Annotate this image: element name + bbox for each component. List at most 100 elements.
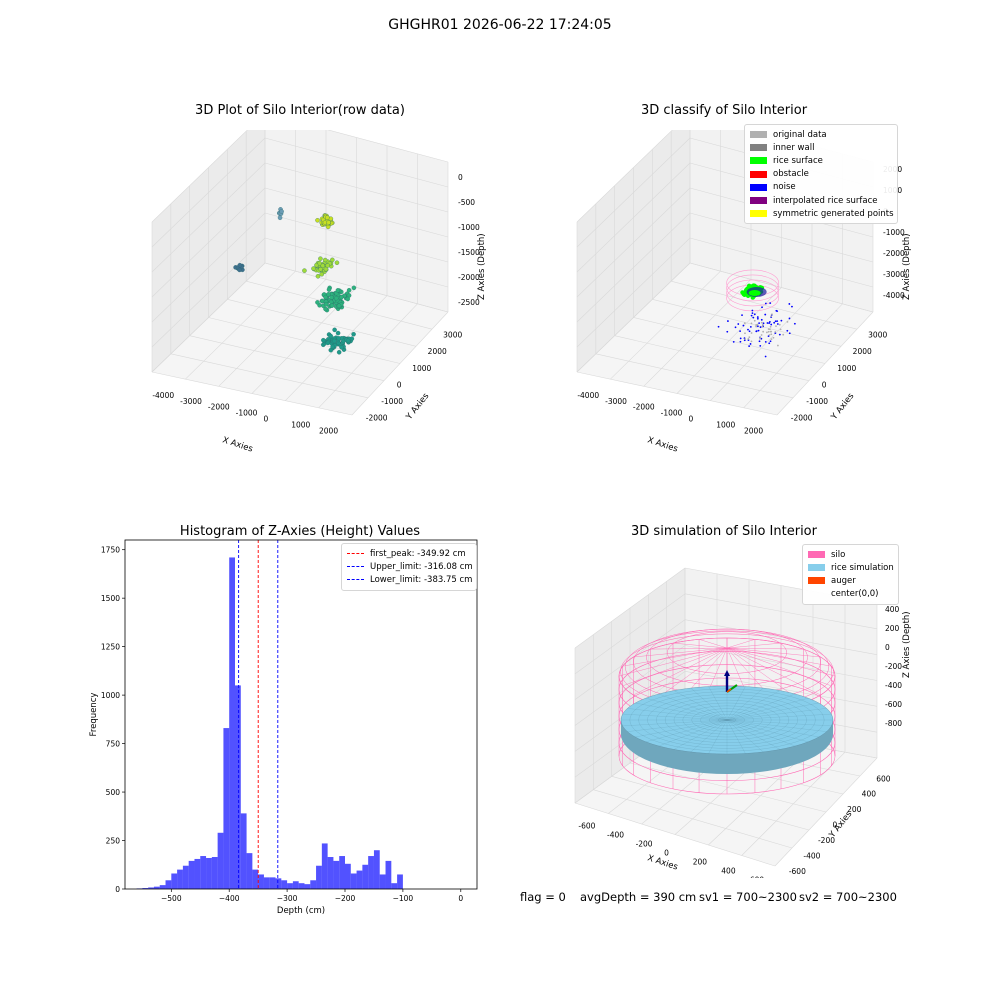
- y-tick-label: -400: [803, 851, 820, 860]
- x-tick-label: -2000: [208, 403, 230, 412]
- rice-mesh-spoke: [658, 719, 728, 747]
- data-point: [769, 302, 772, 305]
- data-point: [326, 220, 331, 225]
- y-tick-label: 0: [115, 885, 120, 894]
- x-tick-label: -4000: [577, 391, 599, 400]
- data-point: [737, 323, 740, 325]
- data-point: [750, 322, 753, 325]
- z-tick-label: -2000: [883, 249, 905, 258]
- silo-dome-rib: [650, 647, 728, 650]
- y-tick-label: 1000: [101, 691, 120, 700]
- data-point: [747, 328, 749, 331]
- data-point: [345, 296, 351, 302]
- data-point: [770, 338, 773, 341]
- data-point: [760, 318, 763, 321]
- legend-label: rice simulation: [831, 562, 894, 573]
- data-point: [769, 325, 772, 328]
- data-point: [279, 209, 284, 214]
- flag-text: flag = 0: [520, 890, 566, 904]
- data-point: [786, 320, 789, 323]
- histogram-bar: [339, 856, 345, 889]
- grid-line: [684, 593, 878, 630]
- y-tick-label: -1000: [381, 397, 403, 406]
- legend-label: symmetric generated points: [773, 208, 894, 219]
- histogram-bar: [362, 864, 369, 889]
- data-point: [758, 322, 761, 325]
- legend-label: first_peak: -349.92 cm: [370, 548, 466, 559]
- grid-line: [327, 130, 449, 163]
- histogram-bar: [298, 883, 305, 889]
- data-point: [326, 287, 332, 292]
- data-point: [315, 218, 320, 223]
- legend-swatch: [808, 577, 825, 585]
- data-point: [770, 330, 773, 333]
- data-point: [329, 303, 335, 308]
- x-tick-label: 0: [458, 894, 463, 903]
- z-tick-label: -2500: [458, 298, 480, 307]
- data-point: [768, 342, 771, 345]
- data-point: [759, 326, 762, 329]
- data-point: [330, 257, 335, 263]
- rice-mesh-spoke: [726, 719, 796, 747]
- legend-item: noise: [750, 181, 892, 194]
- x-axis-label: X Axies: [221, 435, 254, 454]
- histogram-bar: [246, 853, 253, 889]
- silo-dome-rib: [726, 647, 804, 650]
- y-tick-label: 3000: [443, 331, 462, 340]
- y-tick-label: 0: [822, 380, 827, 389]
- sv1-text: sv1 = 700~2300: [699, 890, 797, 904]
- x-tick-label: -4000: [152, 391, 174, 400]
- z-axis-label: Z Axies (Depth): [902, 233, 912, 300]
- data-point: [764, 313, 767, 316]
- silo-dome-rib: [726, 647, 821, 658]
- grid-line: [351, 311, 449, 416]
- data-point: [764, 355, 767, 358]
- data-point: [732, 340, 735, 343]
- data-point: [317, 261, 322, 266]
- rice-mesh-spoke: [726, 690, 781, 721]
- legend-line-swatch: [347, 579, 364, 581]
- legend-label: obstacle: [773, 169, 809, 180]
- grid-line: [671, 280, 858, 330]
- histogram-bar: [229, 557, 235, 889]
- legend-label: Upper_limit: -316.08 cm: [370, 561, 473, 572]
- data-point: [323, 306, 328, 312]
- histogram-bar: [159, 885, 166, 889]
- histogram-bar: [269, 877, 276, 889]
- data-point: [311, 266, 316, 271]
- y-axis-label: Y Axies: [827, 809, 855, 841]
- rice-mesh-spoke: [690, 719, 728, 753]
- data-point: [741, 314, 743, 317]
- data-point: [717, 325, 720, 328]
- panel1-title: 3D Plot of Silo Interior(row data): [195, 103, 405, 118]
- x-tick-label: −200: [335, 894, 356, 903]
- histogram-bar: [345, 863, 351, 889]
- data-point: [793, 322, 796, 325]
- data-point: [742, 324, 745, 327]
- data-point: [318, 256, 323, 261]
- inner-wall-ring: [726, 279, 779, 307]
- grid-line: [151, 130, 248, 223]
- histogram-bar: [385, 860, 392, 889]
- data-point: [766, 331, 768, 334]
- histogram-bar: [217, 832, 224, 889]
- data-point: [329, 295, 334, 300]
- data-point: [758, 340, 761, 343]
- data-point: [753, 319, 756, 322]
- histogram-bar: [182, 865, 189, 889]
- x-tick-label: 600: [750, 876, 765, 878]
- rice-mesh-spoke: [673, 690, 728, 721]
- data-point: [332, 338, 337, 344]
- figure-title: GHGHR01 2026-06-22 17:24:05: [388, 17, 612, 33]
- data-point: [767, 330, 770, 333]
- x-tick-label: 0: [688, 415, 693, 424]
- simulation-title: 3D simulation of Silo Interior: [631, 524, 817, 539]
- x-tick-label: 1000: [716, 421, 735, 430]
- y-tick-label: 1000: [837, 364, 856, 373]
- x-axis-label: Depth (cm): [277, 906, 325, 916]
- data-point: [753, 313, 756, 316]
- y-tick-label: 0: [397, 380, 402, 389]
- x-tick-label: −100: [393, 894, 414, 903]
- data-point: [739, 330, 741, 333]
- x-tick-label: 0: [263, 415, 268, 424]
